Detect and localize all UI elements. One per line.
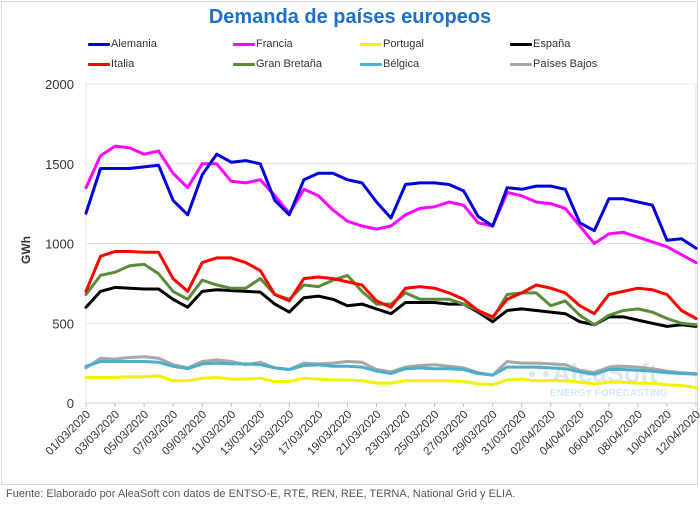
- legend-item: Portugal: [360, 38, 424, 50]
- legend-swatch: [88, 62, 110, 66]
- legend-label: Francia: [256, 38, 293, 50]
- legend-item: Bélgica: [360, 58, 419, 70]
- legend-label: Alemania: [111, 38, 157, 50]
- legend-swatch: [360, 42, 382, 46]
- y-tick-label: 2000: [45, 77, 74, 92]
- y-tick-label: 0: [67, 396, 74, 411]
- series-line-alemania: [84, 152, 698, 250]
- legend-label: España: [533, 38, 571, 50]
- legend-item: Países Bajos: [510, 58, 597, 70]
- line-chart: AleaSoft ENERGY FORECASTING 050010001500…: [19, 77, 700, 458]
- chart-frame: [1, 1, 698, 485]
- legend-swatch: [233, 42, 255, 46]
- chart-title: Demanda de países europeos: [208, 6, 492, 28]
- legend-swatch: [360, 62, 382, 66]
- legend-label: Países Bajos: [533, 58, 598, 70]
- y-tick-label: 1000: [45, 237, 74, 252]
- legend-item: España: [510, 38, 570, 50]
- legend-label: Gran Bretaña: [256, 58, 323, 70]
- legend-item: Francia: [233, 38, 293, 50]
- source-footer: Fuente: Elaborado por AleaSoft con datos…: [6, 488, 516, 500]
- legend-swatch: [233, 62, 255, 66]
- legend-swatch: [510, 42, 532, 46]
- series-line-francia: [84, 144, 698, 265]
- series-line-gran-bretana: [84, 262, 698, 327]
- legend-label: Portugal: [383, 38, 424, 50]
- y-axis-label: GWh: [19, 236, 33, 264]
- y-tick-label: 500: [52, 316, 74, 331]
- watermark-tagline: ENERGY FORECASTING: [550, 388, 668, 399]
- legend-item: Italia: [88, 58, 134, 70]
- legend-item: Alemania: [88, 38, 157, 50]
- legend-label: Bélgica: [383, 58, 420, 70]
- legend-item: Gran Bretaña: [233, 58, 322, 70]
- series-line-portugal: [84, 374, 698, 390]
- legend-swatch: [88, 42, 110, 46]
- y-tick-label: 1500: [45, 157, 74, 172]
- legend-label: Italia: [111, 58, 135, 70]
- legend-swatch: [510, 62, 532, 66]
- series-line-italia: [84, 250, 698, 320]
- series-line-belgica: [84, 360, 698, 377]
